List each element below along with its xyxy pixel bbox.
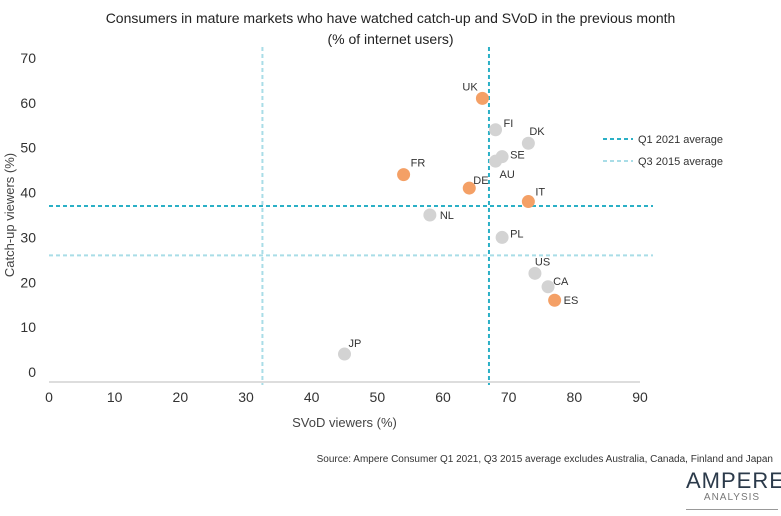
x-tick-label: 70 — [501, 389, 517, 405]
x-tick-label: 80 — [567, 389, 583, 405]
data-point-es — [548, 293, 562, 307]
data-point-ca — [541, 280, 555, 294]
chart-subtitle: (% of internet users) — [327, 31, 454, 47]
x-tick-label: 20 — [173, 389, 189, 405]
x-tick-label: 60 — [435, 389, 451, 405]
x-axis-label: SVoD viewers (%) — [292, 415, 397, 430]
data-point-fr — [397, 168, 411, 182]
legend-label: Q3 2015 average — [638, 156, 723, 168]
ampere-logo: AMPERE ANALYSIS — [686, 468, 781, 510]
data-label-fi: FI — [504, 118, 514, 130]
data-point-jp — [338, 347, 351, 361]
data-label-it: IT — [535, 187, 545, 199]
data-point-nl — [423, 208, 437, 222]
x-tick-label: 0 — [45, 389, 53, 405]
logo-sub: ANALYSIS — [703, 492, 761, 503]
y-tick-label: 50 — [20, 140, 36, 156]
y-tick-label: 0 — [28, 364, 36, 380]
y-tick-label: 30 — [20, 229, 36, 245]
y-tick-label: 60 — [20, 95, 36, 111]
x-tick-label: 90 — [632, 389, 648, 405]
x-tick-label: 50 — [370, 389, 386, 405]
data-point-it — [521, 195, 535, 209]
data-label-jp: JP — [349, 338, 362, 350]
data-point-pl — [495, 230, 509, 244]
data-label-fr: FR — [411, 158, 426, 170]
y-tick-label: 20 — [20, 274, 36, 290]
y-tick-label: 70 — [20, 50, 36, 66]
data-label-dk: DK — [529, 126, 545, 138]
data-label-pl: PL — [510, 228, 523, 240]
data-label-es: ES — [564, 295, 579, 307]
y-tick-label: 10 — [20, 319, 36, 335]
x-tick-label: 40 — [304, 389, 320, 405]
data-label-nl: NL — [440, 210, 454, 222]
data-point-uk — [475, 91, 489, 105]
data-label-au: AU — [500, 169, 515, 181]
data-point-dk — [521, 136, 535, 150]
chart-title-main: Consumers in mature markets who have wat… — [105, 10, 676, 26]
data-point-us — [528, 266, 542, 280]
data-point-au — [489, 154, 503, 168]
x-tick-label: 10 — [107, 389, 123, 405]
data-label-us: US — [535, 256, 550, 268]
data-label-se: SE — [510, 150, 525, 162]
x-tick-label: 30 — [238, 389, 254, 405]
data-label-ca: CA — [553, 276, 569, 288]
logo-name: AMPERE — [686, 468, 781, 493]
source-note: Source: Ampere Consumer Q1 2021, Q3 2015… — [316, 454, 773, 465]
legend-label: Q1 2021 average — [638, 134, 723, 146]
data-point-fi — [489, 123, 503, 137]
data-label-de: DE — [473, 175, 488, 187]
chart-title: Consumers in mature markets who have wat… — [0, 8, 781, 50]
data-point-de — [462, 181, 476, 195]
data-label-uk: UK — [462, 81, 478, 93]
y-tick-label: 40 — [20, 185, 36, 201]
y-axis-label: Catch-up viewers (%) — [2, 153, 17, 277]
